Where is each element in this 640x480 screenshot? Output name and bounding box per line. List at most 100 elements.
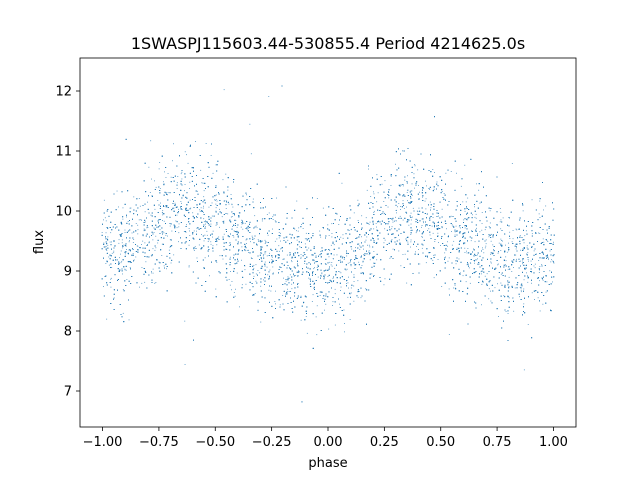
data-point bbox=[392, 234, 394, 235]
data-point bbox=[287, 288, 288, 290]
data-point bbox=[122, 312, 124, 314]
data-point bbox=[400, 206, 401, 207]
data-point bbox=[322, 207, 324, 209]
data-point bbox=[411, 183, 413, 185]
data-point bbox=[167, 173, 169, 174]
data-point bbox=[184, 151, 186, 153]
data-point bbox=[468, 267, 470, 269]
data-point bbox=[215, 210, 217, 212]
data-point bbox=[384, 212, 386, 214]
data-point bbox=[484, 247, 486, 249]
data-point bbox=[477, 258, 478, 260]
data-point bbox=[154, 249, 156, 251]
data-point bbox=[349, 319, 351, 320]
data-point bbox=[296, 230, 297, 232]
data-point bbox=[244, 222, 246, 224]
data-point bbox=[163, 220, 165, 222]
data-point bbox=[481, 212, 483, 213]
data-point bbox=[328, 235, 330, 236]
data-point bbox=[340, 255, 342, 257]
data-point bbox=[475, 217, 477, 219]
data-point bbox=[477, 254, 478, 256]
data-point bbox=[311, 254, 313, 255]
data-point bbox=[201, 234, 202, 235]
data-point bbox=[496, 225, 498, 226]
data-point bbox=[412, 207, 414, 209]
data-point bbox=[344, 331, 345, 333]
data-point bbox=[162, 210, 164, 212]
data-point bbox=[531, 233, 533, 235]
data-point bbox=[121, 239, 123, 241]
data-point bbox=[317, 264, 319, 266]
data-point bbox=[282, 258, 284, 260]
data-point bbox=[429, 234, 431, 236]
data-point bbox=[229, 256, 231, 258]
data-point bbox=[154, 208, 156, 210]
data-point bbox=[211, 215, 213, 217]
data-point bbox=[482, 268, 483, 270]
data-point bbox=[512, 297, 514, 299]
data-point bbox=[519, 286, 521, 288]
data-point bbox=[370, 196, 372, 197]
data-point bbox=[170, 262, 172, 264]
data-point bbox=[125, 269, 127, 271]
data-point bbox=[269, 252, 270, 254]
data-point bbox=[159, 188, 161, 189]
data-point bbox=[368, 244, 370, 246]
data-point bbox=[245, 283, 247, 285]
data-point bbox=[122, 207, 124, 209]
data-point bbox=[146, 227, 148, 229]
data-point bbox=[467, 217, 469, 219]
data-point bbox=[291, 261, 293, 263]
data-point bbox=[120, 250, 122, 252]
data-point bbox=[118, 206, 119, 208]
data-point bbox=[199, 209, 201, 211]
data-point bbox=[215, 207, 217, 209]
data-point bbox=[268, 289, 270, 291]
data-point bbox=[429, 189, 431, 190]
data-point bbox=[233, 213, 235, 214]
data-point bbox=[474, 262, 475, 264]
data-point bbox=[222, 179, 224, 181]
data-point bbox=[103, 219, 104, 221]
data-point bbox=[395, 237, 397, 238]
data-point bbox=[299, 246, 301, 248]
data-point bbox=[383, 284, 385, 286]
data-point bbox=[514, 287, 516, 289]
data-point bbox=[254, 215, 256, 217]
data-point bbox=[446, 228, 447, 230]
data-point bbox=[173, 143, 174, 145]
data-point bbox=[151, 255, 153, 257]
data-point bbox=[255, 273, 257, 275]
data-point bbox=[509, 231, 511, 233]
data-point bbox=[216, 223, 218, 225]
data-point bbox=[260, 285, 262, 287]
data-point bbox=[332, 305, 333, 306]
data-point bbox=[421, 236, 423, 238]
data-point bbox=[445, 249, 447, 251]
data-point bbox=[296, 239, 298, 241]
data-point bbox=[216, 244, 218, 246]
data-point bbox=[500, 243, 502, 245]
data-point bbox=[184, 190, 185, 192]
data-point bbox=[282, 295, 284, 296]
data-point bbox=[432, 232, 434, 234]
data-point bbox=[255, 225, 257, 227]
data-point bbox=[547, 241, 549, 242]
data-point bbox=[361, 215, 363, 217]
data-point bbox=[499, 221, 501, 223]
data-point bbox=[219, 208, 220, 210]
data-point bbox=[285, 280, 287, 282]
data-point bbox=[157, 200, 159, 201]
data-point bbox=[434, 172, 435, 173]
data-point bbox=[441, 208, 443, 210]
data-point bbox=[186, 224, 187, 226]
data-point bbox=[264, 243, 266, 244]
data-point bbox=[346, 255, 348, 257]
data-point bbox=[163, 181, 164, 183]
data-point bbox=[137, 229, 139, 231]
data-point bbox=[212, 245, 214, 247]
data-point bbox=[497, 263, 499, 265]
data-point bbox=[133, 239, 135, 240]
